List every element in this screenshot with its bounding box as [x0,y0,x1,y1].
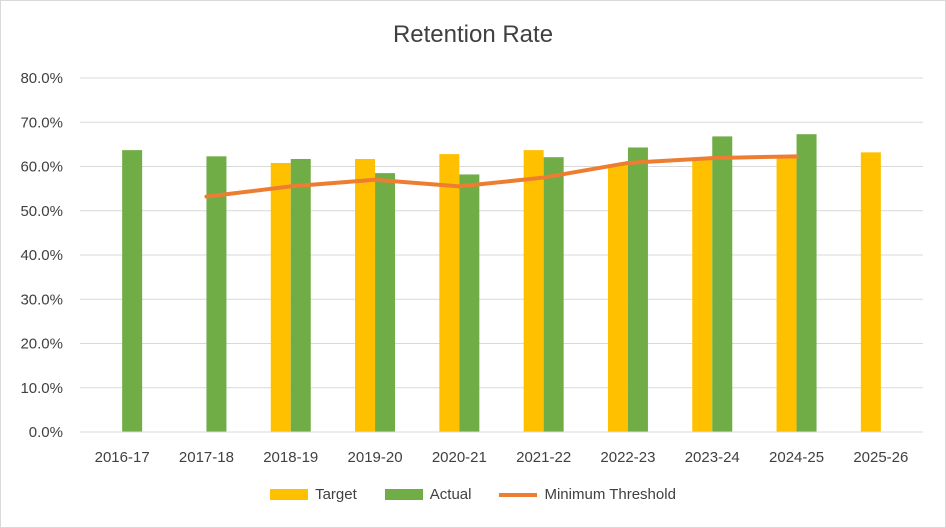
chart-title: Retention Rate [392,21,554,48]
legend-label-actual: Actual [429,486,472,503]
bar-actual [712,136,733,432]
legend-item-target: Target [270,486,357,503]
x-tick-label: 2025-26 [853,449,908,466]
x-tick-label: 2017-18 [179,449,234,466]
bar-target [355,158,376,433]
legend-swatch-actual [384,489,423,500]
legend-swatch-target [270,489,309,500]
x-tick-label: 2023-24 [685,449,740,466]
x-tick-label: 2024-25 [769,449,824,466]
bar-target [607,164,628,432]
bar-target [523,150,544,432]
y-tick-label: 70.0% [20,114,63,131]
y-tick-label: 30.0% [20,291,63,308]
y-tick-label: 20.0% [20,336,63,353]
legend-item-actual: Actual [384,486,472,503]
x-tick-label: 2020-21 [432,449,487,466]
bar-target [270,162,291,432]
x-tick-label: 2018-19 [263,449,318,466]
bar-actual [290,158,311,433]
y-tick-label: 40.0% [20,247,63,264]
bar-target [776,157,797,432]
x-tick-label: 2016-17 [95,449,150,466]
y-tick-label: 80.0% [20,70,63,87]
bar-actual [543,157,564,432]
bar-actual [375,173,396,432]
bar-target [439,154,460,433]
bar-target [692,159,713,433]
bar-actual [796,134,817,432]
legend-item-threshold: Minimum Threshold [499,486,676,503]
bar-target [860,152,881,432]
x-tick-label: 2022-23 [600,449,655,466]
bar-actual [122,150,143,432]
x-tick-label: 2021-22 [516,449,571,466]
legend-swatch-threshold [499,492,538,497]
bar-actual [459,174,480,432]
bar-actual [627,147,648,432]
x-tick-label: 2019-20 [348,449,403,466]
y-tick-label: 0.0% [29,424,63,441]
legend-label-threshold: Minimum Threshold [544,486,676,503]
bar-actual [206,156,227,432]
y-tick-label: 10.0% [20,380,63,397]
y-tick-label: 50.0% [20,203,63,220]
chart-legend: Target Actual Minimum Threshold [1,486,945,503]
series-line-minimum-threshold [204,154,799,199]
legend-label-target: Target [315,486,357,503]
y-tick-label: 60.0% [20,159,63,176]
